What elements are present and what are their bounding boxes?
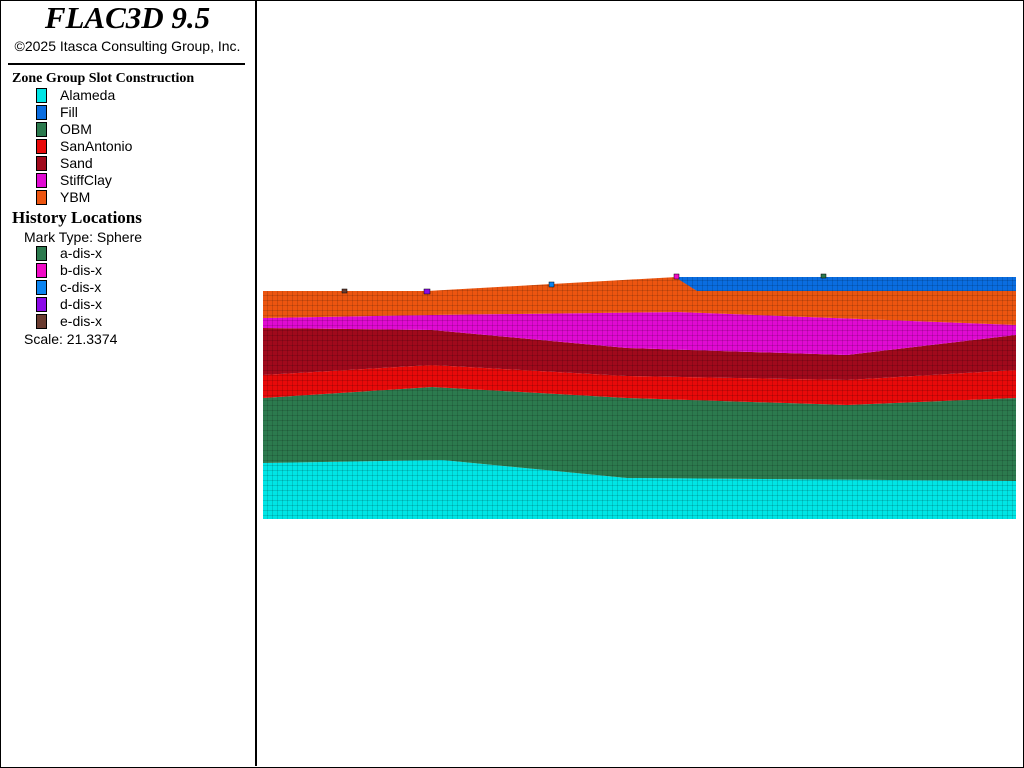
color-swatch — [36, 105, 47, 120]
color-swatch — [36, 314, 47, 329]
legend-label: Fill — [60, 104, 78, 120]
color-swatch — [36, 88, 47, 103]
color-swatch — [36, 139, 47, 154]
history-marker-b — [673, 273, 680, 280]
zone-mesh-plot[interactable] — [257, 0, 1022, 766]
legend-label: SanAntonio — [60, 138, 133, 154]
copyright-text: ©2025 Itasca Consulting Group, Inc. — [14, 38, 241, 54]
legend-label: StiffClay — [60, 172, 112, 188]
history-marker-c — [548, 281, 555, 288]
app-title: FLAC3D 9.5 — [44, 0, 211, 35]
scale-text: Scale: 21.3374 — [24, 331, 118, 347]
zone-group-title: Zone Group Slot Construction — [12, 71, 195, 86]
legend-label: e-dis-x — [60, 313, 103, 329]
legend-label: YBM — [60, 189, 91, 205]
history-marker-d — [423, 288, 431, 295]
history-locations-title: History Locations — [12, 208, 142, 227]
mesh-grid-overlay — [263, 277, 1016, 519]
legend-label: c-dis-x — [60, 279, 102, 295]
model-viewport[interactable] — [257, 0, 1022, 766]
legend-label: b-dis-x — [60, 262, 103, 278]
legend-label: d-dis-x — [60, 296, 103, 312]
mark-type-text: Mark Type: Sphere — [24, 229, 143, 245]
history-markers — [341, 273, 827, 295]
history-marker-e — [341, 288, 348, 294]
color-swatch — [36, 156, 47, 171]
legend-panel: FLAC3D 9.5 ©2025 Itasca Consulting Group… — [0, 0, 257, 766]
legend-label: Alameda — [60, 87, 116, 103]
history-marker-a — [820, 273, 827, 279]
color-swatch — [36, 246, 47, 261]
legend-label: Sand — [60, 155, 93, 171]
legend-label: OBM — [60, 121, 92, 137]
color-swatch — [36, 122, 47, 137]
color-swatch — [36, 297, 47, 312]
color-swatch — [36, 263, 47, 278]
color-swatch — [36, 280, 47, 295]
color-swatch — [36, 190, 47, 205]
color-swatch — [36, 173, 47, 188]
legend-divider — [8, 63, 245, 65]
legend-label: a-dis-x — [60, 245, 103, 261]
